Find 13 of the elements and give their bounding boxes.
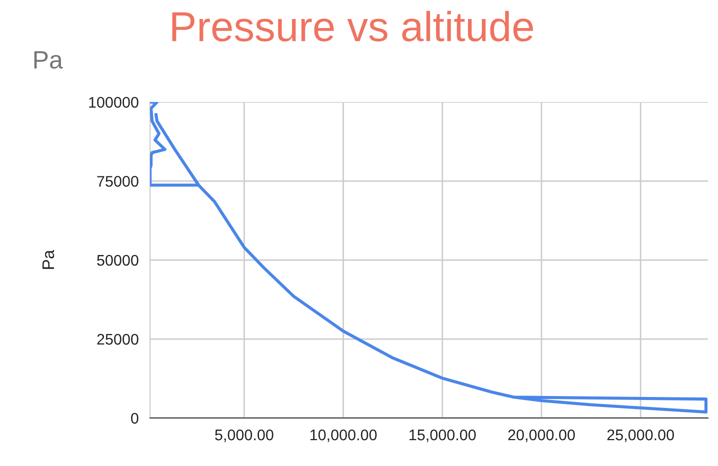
x-tick-label: 25,000.00 [607, 430, 674, 442]
x-tick-label: 10,000.00 [310, 430, 377, 442]
x-tick-label: 5,000.00 [215, 430, 274, 442]
chart-title: Pressure vs altitude [172, 10, 533, 42]
x-tick-label: 15,000.00 [410, 430, 476, 442]
x-tick-label: 20,000.00 [508, 430, 575, 442]
y-tick-label: 50000 [97, 254, 138, 266]
y-axis-title: Pa [42, 250, 54, 269]
y-tick-label: 75000 [97, 176, 138, 187]
y-tick-label: 25000 [97, 334, 138, 345]
chart-subtitle: Pa [34, 51, 63, 69]
y-tick-label: 100000 [89, 96, 138, 108]
y-tick-label: 0 [131, 412, 138, 424]
